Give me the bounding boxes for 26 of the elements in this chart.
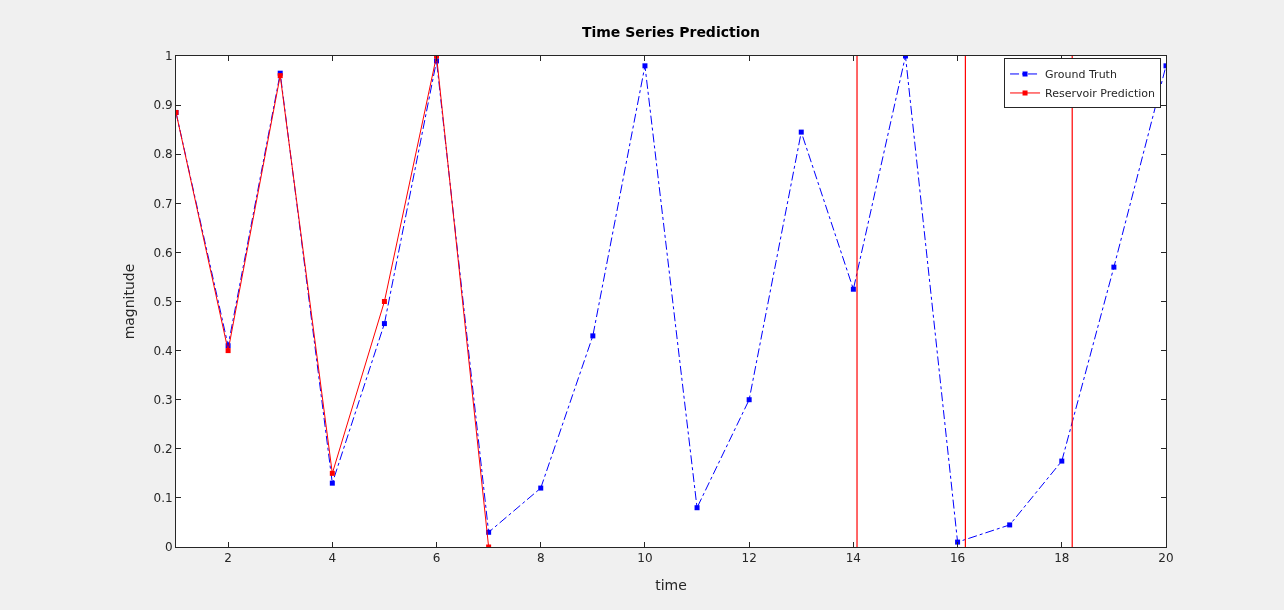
y-tick-label: 0.5: [153, 294, 173, 309]
y-tick-label: 0.4: [153, 343, 173, 358]
y-tick-label: 0: [164, 540, 173, 555]
y-tick-label: 0.9: [153, 98, 173, 113]
legend-label: Reservoir Prediction: [1045, 87, 1155, 101]
chart-title: Time Series Prediction: [581, 24, 761, 41]
y-tick-label: 0.7: [153, 196, 173, 211]
x-tick-label: 16: [949, 551, 966, 566]
y-tick-label: 1: [164, 49, 173, 64]
y-tick-label: 0.8: [153, 147, 173, 162]
y-tick-label: 0.3: [153, 392, 173, 407]
legend-label: Ground Truth: [1045, 68, 1117, 82]
x-tick-label: 4: [328, 551, 337, 566]
x-tick-label: 20: [1158, 551, 1174, 566]
y-axis-title: magnitude: [121, 263, 138, 340]
x-tick-label: 14: [845, 551, 862, 566]
x-tick-label: 6: [432, 551, 441, 566]
y-tick-label: 0.1: [153, 491, 173, 506]
x-tick-label: 18: [1054, 551, 1070, 566]
x-tick-label: 8: [536, 551, 545, 566]
x-tick-label: 2: [224, 551, 232, 566]
y-tick-label: 0.2: [153, 442, 173, 456]
x-tick-label: 12: [741, 551, 757, 566]
x-tick-label: 10: [637, 551, 653, 566]
x-axis-title: time: [655, 576, 687, 593]
y-tick-label: 0.6: [153, 245, 173, 260]
